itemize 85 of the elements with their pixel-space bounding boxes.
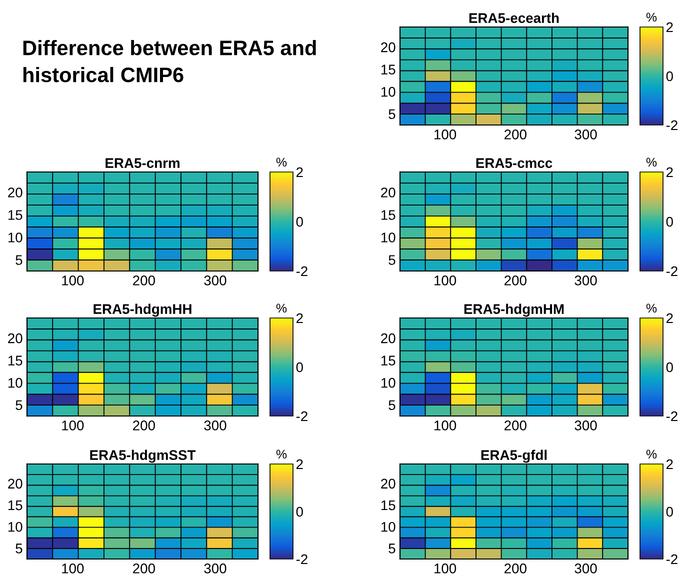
color-bar-label: -2: [296, 266, 308, 276]
color-bar-label: 2: [666, 459, 673, 470]
chart-title: ERA5-cnrm: [106, 158, 180, 168]
x-tick-label: 300: [204, 276, 226, 286]
y-tick-label: 10: [8, 378, 22, 388]
y-tick-label: 20: [381, 333, 396, 344]
x-tick-label: 300: [204, 420, 226, 430]
y-tick-label: 20: [8, 478, 22, 489]
y-tick-label: 10: [8, 232, 22, 242]
y-tick-label: 5: [388, 109, 396, 120]
color-bar-title: %: [276, 304, 287, 313]
y-tick-label: 5: [388, 400, 396, 410]
chart-title: ERA5-hdgmSST: [90, 450, 196, 463]
chart-title: ERA5-cmcc: [476, 158, 552, 168]
x-tick-label: 300: [574, 420, 597, 430]
color-bar-label: 2: [296, 459, 303, 470]
x-tick-label: 100: [62, 276, 84, 286]
chart-title: ERA5-hdgmHH: [94, 304, 192, 317]
color-bar-label: -2: [666, 554, 678, 564]
x-tick-label: 300: [204, 564, 226, 574]
x-tick-label: 100: [434, 420, 456, 430]
y-tick-label: 5: [388, 255, 396, 265]
color-bar-label: 0: [666, 362, 673, 372]
color-bar-label: -2: [666, 411, 678, 422]
color-bar-title: %: [646, 12, 657, 22]
x-tick-label: 100: [62, 564, 84, 574]
x-tick-label: 100: [434, 130, 456, 140]
y-tick-label: 10: [8, 522, 22, 532]
color-bar-label: 2: [296, 167, 303, 178]
y-tick-label: 20: [381, 188, 396, 198]
y-tick-label: 10: [381, 378, 396, 388]
y-tick-label: 15: [8, 356, 22, 366]
x-tick-label: 200: [133, 276, 155, 286]
y-tick-label: 5: [16, 544, 22, 554]
y-tick-label: 10: [381, 232, 396, 242]
color-bar-label: -2: [666, 266, 678, 276]
text: Difference between ERA5 and historical CMIP6: [23, 40, 316, 82]
y-tick-label: 15: [381, 210, 396, 220]
y-tick-label: 15: [8, 500, 22, 510]
y-tick-label: 10: [381, 86, 396, 97]
y-tick-label: 15: [8, 210, 22, 220]
color-bar-title: %: [646, 158, 657, 167]
x-tick-label: 100: [62, 420, 84, 430]
color-bar-label: -2: [296, 411, 308, 422]
color-bar-label: 0: [296, 506, 303, 517]
x-tick-label: 200: [504, 564, 526, 574]
y-tick-label: 5: [16, 255, 22, 265]
y-tick-label: 20: [8, 333, 22, 344]
y-tick-label: 20: [8, 188, 22, 198]
x-tick-label: 200: [504, 420, 526, 430]
color-bar-label: 2: [666, 22, 673, 32]
color-bar-label: -2: [666, 120, 678, 130]
x-tick-label: 300: [574, 130, 597, 140]
y-tick-label: 5: [388, 544, 396, 554]
color-bar-title: %: [276, 450, 287, 459]
x-tick-label: 200: [504, 130, 526, 140]
color-bar-label: 2: [296, 313, 303, 324]
x-tick-label: 200: [133, 564, 155, 574]
x-tick-label: 100: [434, 564, 456, 574]
chart-title: ERA5-ecearth: [469, 12, 559, 23]
y-tick-label: 15: [381, 64, 396, 74]
color-bar-label: -2: [296, 554, 308, 564]
y-tick-label: 15: [381, 500, 396, 510]
color-bar-title: %: [276, 158, 287, 167]
x-tick-label: 300: [574, 564, 597, 574]
x-tick-label: 200: [504, 276, 526, 286]
color-bar-label: 0: [296, 362, 303, 372]
color-bar-label: 0: [666, 506, 673, 517]
color-bar-title: %: [646, 304, 657, 313]
x-tick-label: 300: [574, 276, 597, 286]
y-tick-label: 20: [381, 42, 396, 52]
x-tick-label: 200: [133, 420, 155, 430]
y-tick-label: 5: [16, 400, 22, 410]
color-bar-label: 0: [666, 216, 673, 227]
chart-title: ERA5-gfdl: [481, 450, 547, 463]
color-bar-label: 0: [666, 71, 673, 82]
color-bar-label: 2: [666, 313, 673, 324]
chart-title: ERA5-hdgmHM: [464, 304, 564, 317]
y-tick-label: 10: [381, 522, 396, 532]
color-bar-label: 2: [666, 167, 673, 178]
color-bar-label: 0: [296, 216, 303, 227]
y-tick-label: 15: [381, 356, 396, 366]
color-bar-title: %: [646, 450, 657, 459]
x-tick-label: 100: [434, 276, 456, 286]
y-tick-label: 20: [381, 478, 396, 489]
